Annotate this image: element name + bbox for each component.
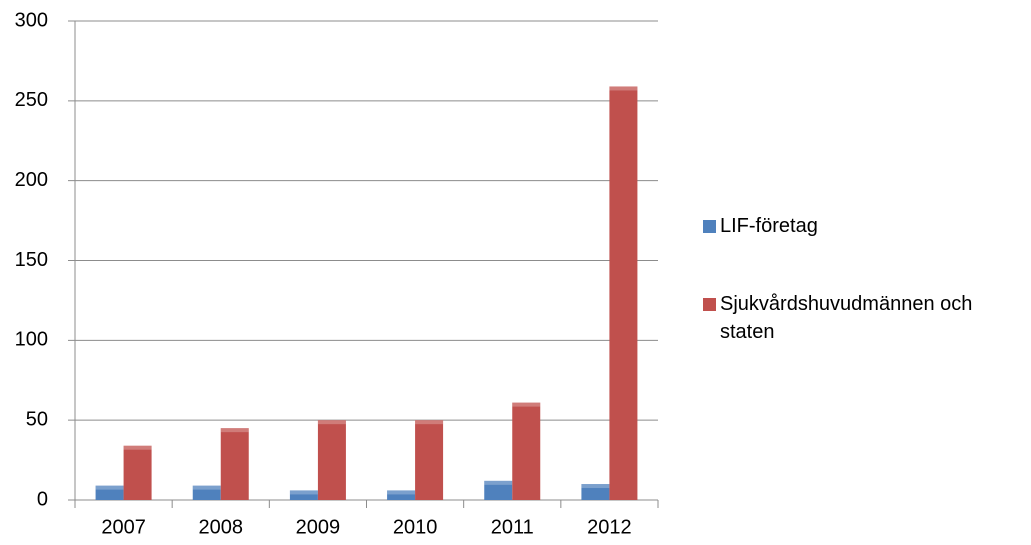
bar	[192, 485, 221, 500]
y-tick-label: 0	[37, 488, 48, 510]
bar-highlight	[512, 402, 541, 407]
bar	[123, 445, 152, 500]
bar-highlight	[192, 485, 221, 490]
bar-highlight	[289, 490, 318, 495]
y-tick-label: 150	[15, 249, 48, 271]
bar-highlight	[220, 428, 249, 433]
legend-item: LIF-företag	[703, 212, 1030, 240]
bar	[387, 490, 416, 500]
y-tick-label: 300	[15, 9, 48, 31]
x-tick-label: 2008	[199, 516, 244, 538]
bar-highlight	[123, 445, 152, 450]
bar-highlight	[415, 420, 444, 425]
bar-highlight	[484, 480, 513, 485]
bar-highlight	[95, 485, 124, 490]
legend-swatch	[703, 298, 716, 311]
bar-highlight	[387, 490, 416, 495]
bar	[289, 490, 318, 500]
bar	[581, 484, 610, 500]
bar	[609, 86, 638, 501]
bar-highlight	[609, 86, 638, 91]
x-tick-label: 2012	[587, 516, 632, 538]
y-tick-label: 50	[26, 408, 48, 430]
legend-label: Sjukvårdshuvudmännen och staten	[720, 293, 973, 343]
x-tick-label: 2010	[393, 516, 438, 538]
y-tick-label: 100	[15, 329, 48, 351]
bar	[415, 420, 444, 500]
bar	[512, 402, 541, 500]
bar-highlight	[581, 484, 610, 489]
x-tick-label: 2011	[491, 516, 534, 538]
legend-label: LIF-företag	[720, 215, 818, 237]
legend-swatch	[703, 220, 716, 233]
bar	[484, 480, 513, 500]
bar-highlight	[317, 420, 346, 425]
x-tick-label: 2009	[296, 516, 341, 538]
y-tick-label: 200	[15, 169, 48, 191]
bar	[95, 485, 124, 500]
legend-item: Sjukvårdshuvudmännen och staten	[703, 290, 1030, 346]
x-tick-label: 2007	[101, 516, 146, 538]
bar	[220, 428, 249, 500]
y-tick-label: 250	[15, 89, 48, 111]
bar	[317, 420, 346, 500]
